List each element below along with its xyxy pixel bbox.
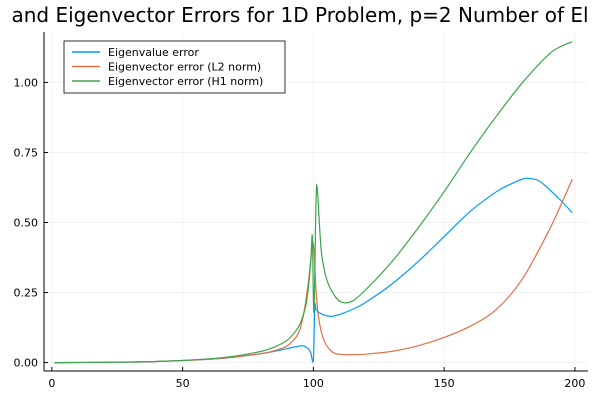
- y-tick-label: 0.25: [14, 287, 39, 300]
- legend: Eigenvalue error Eigenvector error (L2 no…: [63, 40, 286, 94]
- x-tick-label: 50: [176, 377, 190, 390]
- y-tick-label: 0.75: [14, 146, 39, 159]
- y-tick-label: 0.50: [14, 217, 39, 230]
- chart-title: and Eigenvector Errors for 1D Problem, p…: [11, 3, 588, 27]
- legend-label-1: Eigenvalue error: [108, 46, 199, 59]
- tick-labels: 0 50 100 150 200 0.00 0.25 0.50 0.75 1.00: [14, 76, 586, 390]
- x-tick-label: 150: [434, 377, 455, 390]
- y-tick-label: 1.00: [14, 76, 39, 89]
- axes: [43, 32, 588, 372]
- x-tick-label: 0: [48, 377, 55, 390]
- series-line-3: [54, 41, 573, 364]
- x-tick-label: 100: [303, 377, 324, 390]
- series-line-2: [54, 178, 573, 364]
- legend-label-3: Eigenvector error (H1 norm): [108, 75, 263, 88]
- legend-label-2: Eigenvector error (L2 norm): [108, 61, 261, 74]
- x-tick-label: 200: [564, 377, 585, 390]
- legend-box: [63, 40, 286, 94]
- y-tick-label: 0.00: [14, 357, 39, 370]
- series-lines: [54, 41, 573, 364]
